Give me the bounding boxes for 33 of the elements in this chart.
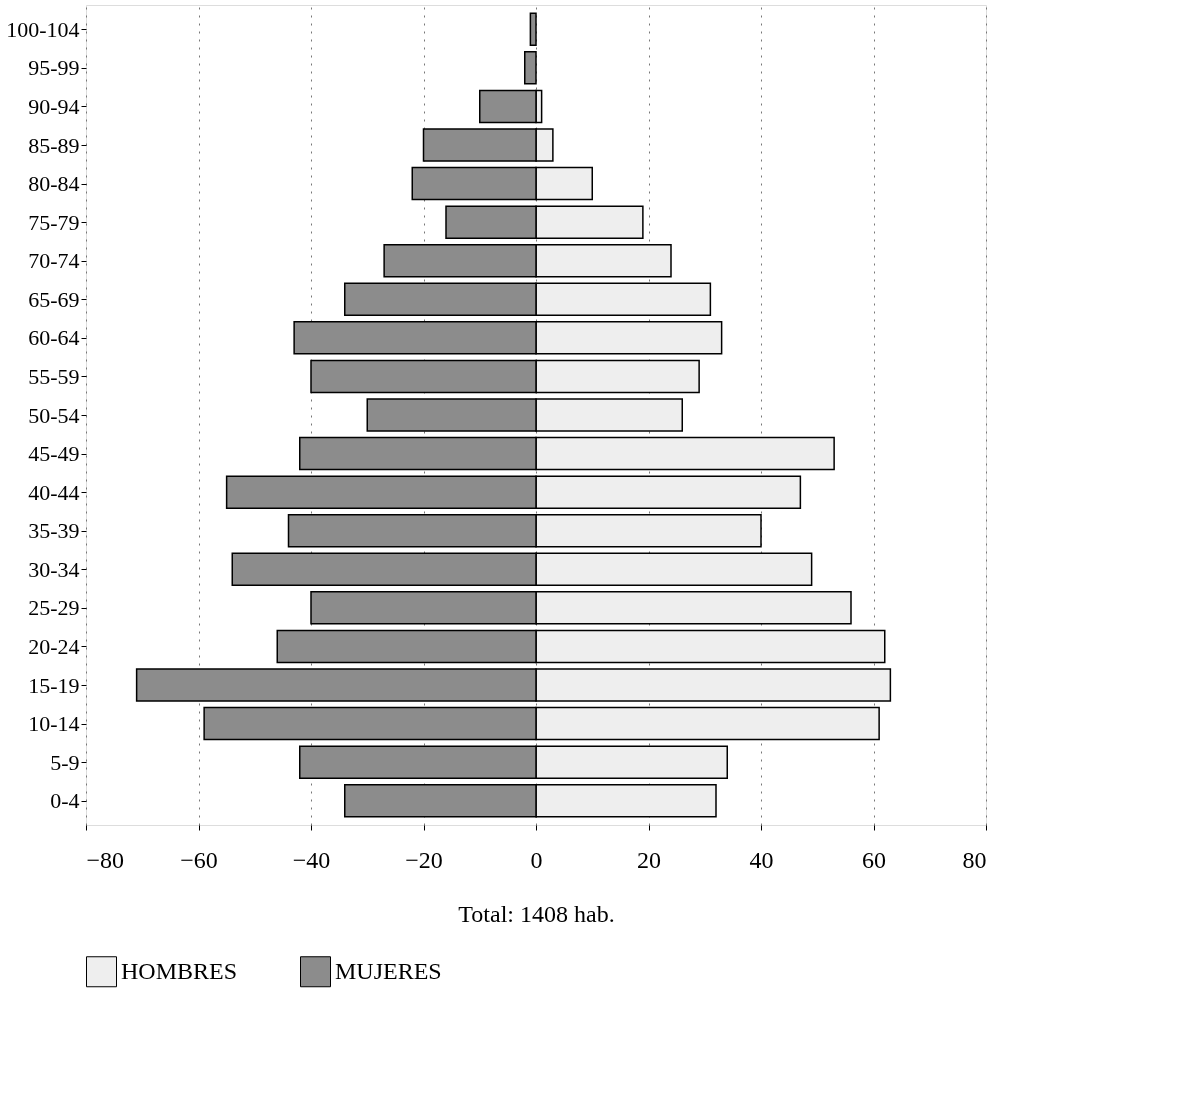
y-tick-label: 95-99 xyxy=(28,55,80,81)
x-tick-label: 20 xyxy=(637,846,661,873)
x-tick-label: −40 xyxy=(292,846,331,873)
y-tick-label: 5-9 xyxy=(50,749,80,775)
y-tick-label: 65-69 xyxy=(28,286,80,312)
x-tick-label: −20 xyxy=(405,846,443,873)
y-tick-label: 30-34 xyxy=(28,556,80,582)
y-tick-label: 0-4 xyxy=(50,788,80,814)
legend-label: MUJERES xyxy=(335,957,442,984)
y-tick-label: 80-84 xyxy=(28,171,80,197)
y-tick-label: 75-79 xyxy=(28,209,80,235)
y-tick-label: 15-19 xyxy=(28,672,80,698)
x-tick-label: 80 xyxy=(962,846,987,873)
y-tick-label: 20-24 xyxy=(28,633,80,659)
legend-label: HOMBRES xyxy=(121,957,238,984)
y-tick-label: 25-29 xyxy=(28,595,80,621)
y-tick-label: 45-49 xyxy=(28,441,80,467)
x-tick-label: 0 xyxy=(530,846,543,873)
y-tick-label: 70-74 xyxy=(28,248,80,274)
y-tick-label: 50-54 xyxy=(28,402,80,428)
y-tick-label: 10-14 xyxy=(28,711,80,737)
y-tick-label: 35-39 xyxy=(28,518,80,544)
x-tick-label: −80 xyxy=(86,846,125,873)
x-axis-title: Total: 1408 hab. xyxy=(458,900,615,927)
y-tick-label: 100-104 xyxy=(6,16,80,42)
y-tick-label: 55-59 xyxy=(28,363,80,389)
y-tick-label: 90-94 xyxy=(28,93,80,119)
y-tick-label: 85-89 xyxy=(28,132,80,158)
x-tick-label: 60 xyxy=(862,846,886,873)
y-tick-label: 40-44 xyxy=(28,479,80,505)
x-tick-label: −60 xyxy=(180,846,218,873)
x-tick-label: 40 xyxy=(749,846,774,873)
y-tick-label: 60-64 xyxy=(28,325,80,351)
